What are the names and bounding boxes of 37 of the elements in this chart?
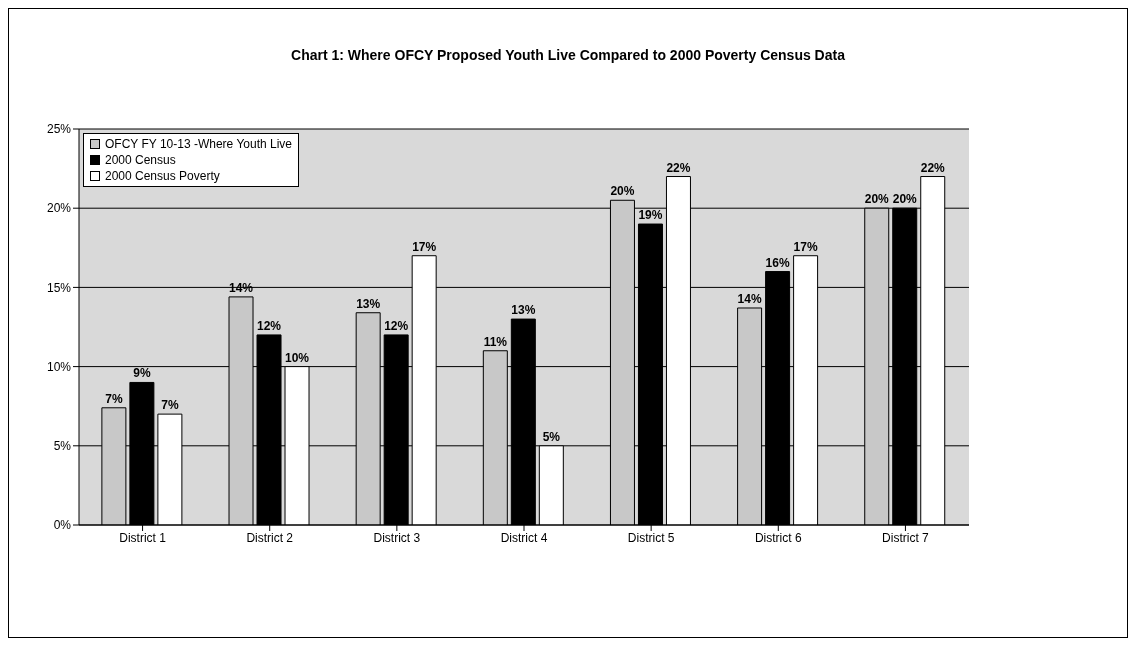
data-label: 20% (610, 184, 635, 199)
data-label: 17% (412, 239, 437, 254)
data-label: 20% (864, 192, 890, 207)
x-tick-label: District 6 (754, 530, 802, 545)
y-tick-label: 20% (46, 201, 72, 216)
data-label: 10% (285, 350, 310, 365)
legend-label: 2000 Census Poverty (105, 168, 220, 184)
data-label: 12% (384, 318, 409, 333)
x-tick-label: District 1 (119, 530, 167, 545)
legend-label: 2000 Census (105, 152, 176, 168)
y-tick-label: 25% (46, 122, 72, 137)
data-label: 13% (511, 303, 536, 318)
data-label: 16% (765, 255, 790, 270)
legend-label: OFCY FY 10-13 -Where Youth Live (105, 136, 292, 152)
data-label: 22% (920, 160, 946, 175)
data-label: 7% (161, 398, 179, 413)
data-label: 14% (737, 291, 762, 306)
x-tick-label: District 5 (627, 530, 675, 545)
chart-title: Chart 1: Where OFCY Proposed Youth Live Compared to 2000 Poverty Census Data (290, 47, 846, 63)
y-tick-label: 5% (53, 439, 72, 454)
data-label: 17% (793, 239, 818, 254)
x-tick-label: District 3 (373, 530, 421, 545)
data-label: 7% (105, 391, 123, 406)
data-label: 11% (483, 334, 508, 349)
data-label: 5% (542, 429, 561, 444)
y-tick-label: 10% (46, 359, 72, 374)
y-tick-label: 0% (53, 518, 72, 533)
x-tick-label: District 7 (882, 530, 930, 545)
x-tick-label: District 2 (246, 530, 294, 545)
x-tick-label: District 4 (500, 530, 548, 545)
data-label: 12% (257, 318, 282, 333)
data-label: 22% (666, 160, 691, 175)
data-label: 20% (892, 192, 918, 207)
data-label: 19% (638, 208, 663, 223)
data-label: 9% (133, 366, 151, 381)
y-tick-label: 15% (46, 280, 72, 295)
data-label: 13% (356, 296, 381, 311)
